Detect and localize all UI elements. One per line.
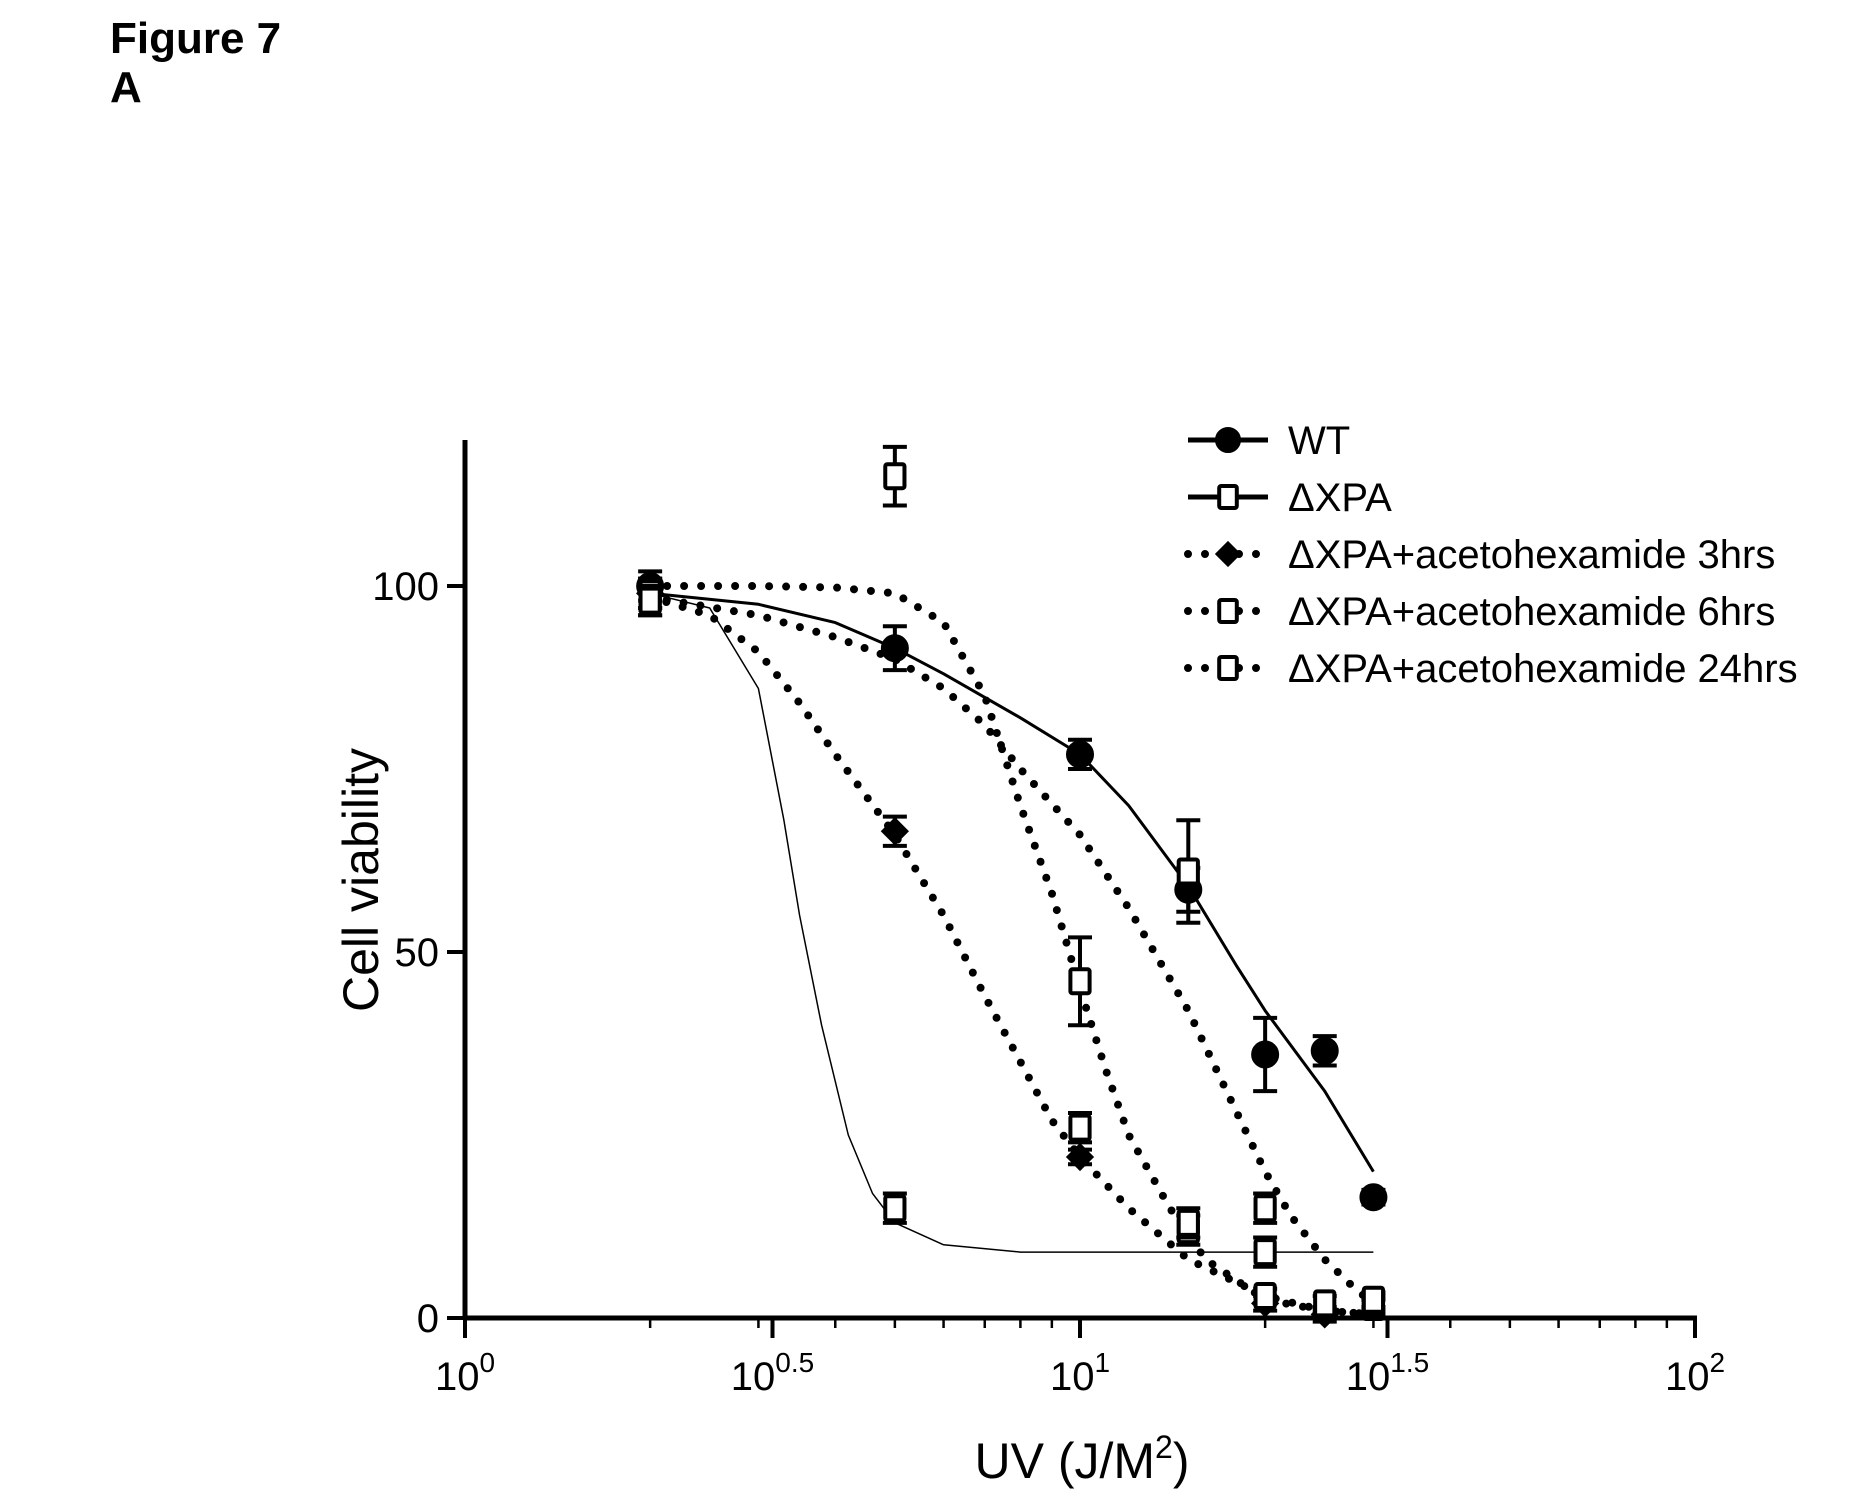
data-point-series-5	[1364, 1288, 1383, 1312]
data-markers	[638, 447, 1385, 1326]
data-point-series-5	[1315, 1291, 1334, 1315]
data-point-series-2	[1256, 1240, 1275, 1264]
y-tick-label: 100	[372, 565, 439, 609]
fit-curve-2	[650, 593, 1373, 1252]
axes: 0 50 100 100 100.5 101 101.5 102	[372, 440, 1725, 1399]
legend-label: WT	[1288, 419, 1350, 463]
legend-marker	[1217, 543, 1239, 565]
data-point-series-1	[1253, 1042, 1277, 1066]
data-point-series-1	[883, 636, 907, 660]
x-tick-label: 102	[1665, 1347, 1725, 1399]
data-point-series-5	[1179, 1211, 1198, 1235]
data-point-series-1	[1068, 742, 1092, 766]
data-point-series-4	[1256, 1196, 1275, 1220]
legend-marker	[1217, 429, 1239, 451]
data-point-series-1	[1361, 1185, 1385, 1209]
data-point-series-2	[885, 1196, 904, 1220]
legend-label: ΔXPA+acetohexamide 24hrs	[1288, 647, 1798, 691]
legend-label: ΔXPA	[1288, 476, 1392, 520]
legend-label: ΔXPA+acetohexamide 3hrs	[1288, 533, 1775, 577]
legend: WT ΔXPA ΔXPA+acetohexamide 3hrs ΔXPA+acetoh…	[1188, 419, 1798, 691]
legend-marker	[1219, 657, 1237, 679]
legend-marker	[1219, 486, 1237, 508]
x-tick-label: 100	[435, 1347, 495, 1399]
data-point-series-1	[1313, 1039, 1337, 1063]
x-tick-label: 101.5	[1346, 1347, 1429, 1399]
data-point-series-4	[885, 464, 904, 488]
y-tick-label: 50	[395, 931, 440, 975]
data-point-series-2	[1070, 1116, 1089, 1140]
legend-label: ΔXPA+acetohexamide 6hrs	[1288, 590, 1775, 634]
y-tick-label: 0	[417, 1297, 439, 1341]
x-tick-label: 101	[1050, 1347, 1110, 1399]
data-point-series-5	[641, 589, 660, 613]
x-axis-label: UV (J/M2)	[975, 1429, 1190, 1489]
data-point-series-4	[1179, 859, 1198, 883]
x-tick-label: 100.5	[731, 1347, 814, 1399]
y-axis-label: Cell viability	[333, 748, 389, 1012]
data-point-series-5	[1256, 1284, 1275, 1308]
data-point-series-4	[1070, 969, 1089, 993]
legend-marker	[1219, 600, 1237, 622]
